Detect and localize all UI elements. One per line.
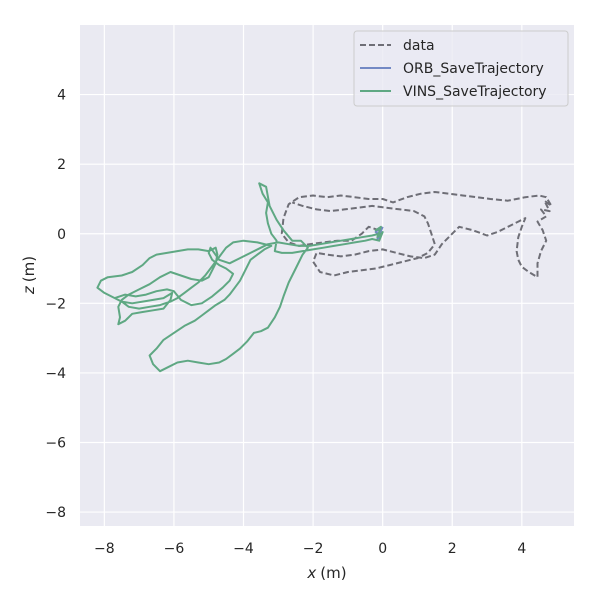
series-line-vins-savetrajectory — [96, 182, 384, 373]
series-layer — [96, 182, 553, 373]
y-tick-label: 2 — [57, 157, 66, 173]
x-tick-label: 2 — [448, 541, 457, 557]
y-tick-label: −4 — [45, 366, 66, 382]
y-tick-label: −6 — [45, 436, 66, 452]
legend: data ORB_SaveTrajectory VINS_SaveTraject… — [353, 30, 569, 107]
y-axis-label: z(m) — [20, 256, 38, 295]
legend-label-data: data — [403, 38, 435, 54]
y-tick-label: 0 — [57, 227, 66, 243]
tick-labels: −8 −6 −4 −2 0 2 4 −8 −6 −4 −2 0 2 4 — [45, 88, 526, 557]
y-tick-label: −8 — [45, 505, 66, 521]
x-tick-label: 0 — [378, 541, 387, 557]
series-line-data — [280, 191, 553, 279]
x-tick-label: −4 — [233, 541, 254, 557]
y-tick-label: −2 — [45, 296, 66, 312]
legend-box — [353, 30, 569, 107]
x-axis-label: x (m) — [306, 564, 346, 582]
x-tick-label: 4 — [517, 541, 526, 557]
x-tick-label: −6 — [164, 541, 185, 557]
legend-label-orb: ORB_SaveTrajectory — [403, 61, 544, 77]
legend-label-vins: VINS_SaveTrajectory — [403, 84, 547, 100]
x-tick-label: −8 — [94, 541, 115, 557]
x-tick-label: −2 — [303, 541, 324, 557]
y-tick-label: 4 — [57, 88, 66, 104]
